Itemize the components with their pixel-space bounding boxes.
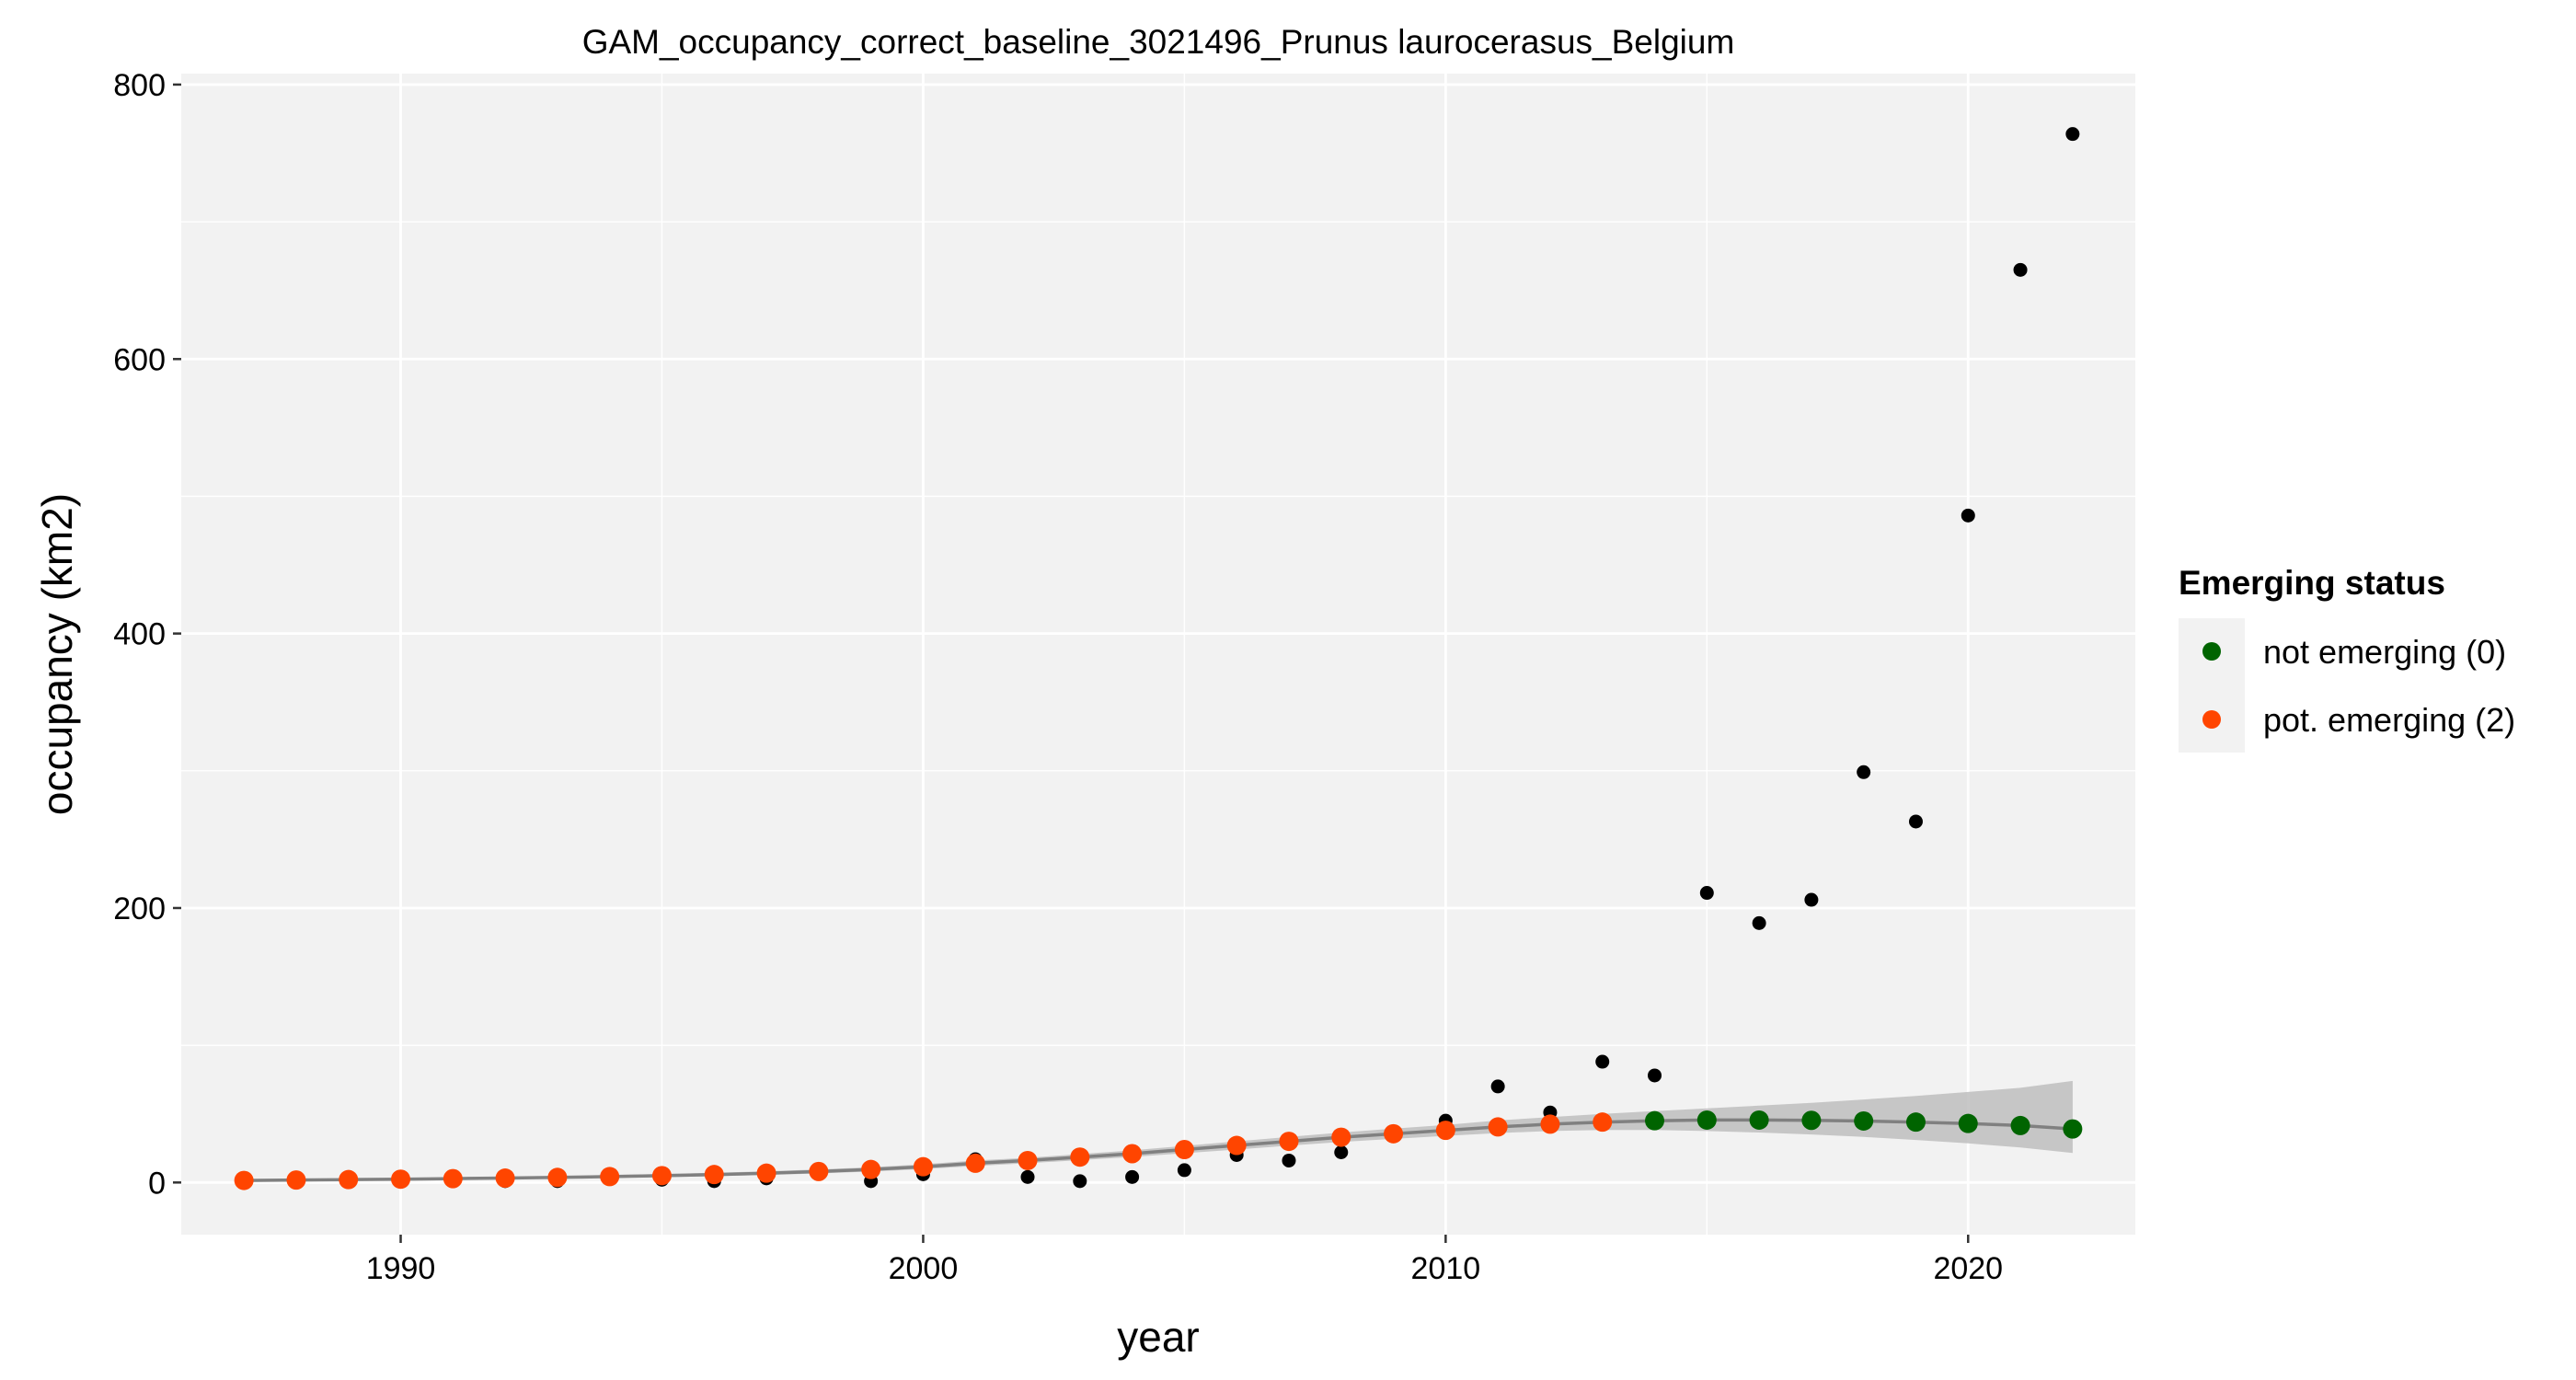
pot-emerging-point	[704, 1165, 724, 1185]
pot-emerging-point	[1070, 1147, 1090, 1167]
pot-emerging-point	[651, 1166, 672, 1186]
pot-emerging-point	[286, 1170, 306, 1190]
not-emerging-point	[1958, 1113, 1978, 1133]
legend-label-not-emerging: not emerging (0)	[2263, 633, 2506, 671]
y-tick-label: 0	[148, 1166, 166, 1201]
axes: 1990 2000 2010 2020 0 200 400 600 800	[113, 68, 2003, 1286]
pot-emerging-point	[913, 1156, 933, 1177]
x-tick-label: 2000	[889, 1251, 959, 1286]
not-emerging-point	[1645, 1110, 1665, 1131]
pot-emerging-point	[234, 1170, 254, 1190]
not-emerging-point	[1801, 1110, 1822, 1131]
pot-emerging-point	[1593, 1112, 1613, 1133]
pot-emerging-point	[1435, 1121, 1455, 1141]
observed-point	[1648, 1068, 1662, 1083]
not-emerging-point	[2010, 1115, 2030, 1135]
not-emerging-point	[1854, 1110, 1874, 1131]
legend-key-not-emerging	[2202, 642, 2221, 661]
observed-point	[2013, 262, 2028, 277]
y-tick-label: 600	[113, 342, 166, 377]
observed-point	[1125, 1169, 1140, 1184]
pot-emerging-point	[443, 1168, 463, 1189]
y-axis-title: occupancy (km2)	[33, 493, 81, 815]
pot-emerging-point	[339, 1169, 359, 1190]
observed-point	[2065, 127, 2080, 142]
y-tick-label: 400	[113, 617, 166, 652]
legend-label-pot-emerging: pot. emerging (2)	[2263, 701, 2515, 739]
legend-keys-background	[2179, 618, 2245, 753]
pot-emerging-point	[1331, 1127, 1351, 1147]
observed-point	[1282, 1153, 1296, 1167]
chart-title: GAM_occupancy_correct_baseline_3021496_P…	[582, 23, 1735, 61]
x-tick-label: 2010	[1411, 1251, 1481, 1286]
pot-emerging-point	[391, 1169, 411, 1190]
pot-emerging-point	[1226, 1135, 1247, 1156]
observed-point	[1595, 1054, 1610, 1069]
pot-emerging-point	[1174, 1140, 1194, 1160]
pot-emerging-point	[1384, 1123, 1404, 1144]
pot-emerging-point	[965, 1153, 985, 1173]
observed-point	[1020, 1169, 1035, 1184]
y-tick-label: 800	[113, 68, 166, 103]
emerging-status-points	[234, 1110, 2083, 1190]
not-emerging-point	[1749, 1110, 1769, 1130]
pot-emerging-point	[1540, 1114, 1560, 1134]
not-emerging-point	[1696, 1110, 1717, 1130]
observed-point	[1073, 1174, 1087, 1189]
plot-panel	[181, 74, 2135, 1235]
y-tick-label: 200	[113, 891, 166, 926]
x-tick-label: 2020	[1933, 1251, 2003, 1286]
not-emerging-point	[1905, 1112, 1926, 1133]
pot-emerging-point	[756, 1163, 776, 1183]
pot-emerging-point	[1018, 1150, 1038, 1170]
pot-emerging-point	[861, 1159, 881, 1179]
legend: Emerging status not emerging (0) pot. em…	[2179, 564, 2515, 753]
observed-point	[1804, 892, 1819, 907]
x-axis-title: year	[1117, 1313, 1199, 1361]
observed-point	[1961, 508, 1975, 523]
observed-point	[1490, 1079, 1505, 1094]
pot-emerging-point	[547, 1167, 568, 1188]
pot-emerging-point	[495, 1168, 515, 1189]
observed-point	[1699, 886, 1714, 901]
observed-point	[1177, 1163, 1191, 1178]
pot-emerging-point	[809, 1161, 829, 1181]
not-emerging-point	[2063, 1119, 2083, 1139]
legend-title: Emerging status	[2179, 564, 2445, 602]
pot-emerging-point	[1122, 1144, 1143, 1164]
pot-emerging-point	[1279, 1132, 1299, 1152]
x-tick-label: 1990	[366, 1251, 436, 1286]
observed-point	[1857, 765, 1871, 779]
observed-point	[1908, 814, 1923, 829]
observed-point	[1752, 915, 1766, 930]
pot-emerging-point	[600, 1167, 620, 1187]
pot-emerging-point	[1488, 1117, 1508, 1137]
legend-key-pot-emerging	[2202, 710, 2221, 729]
observed-point	[1334, 1144, 1349, 1159]
